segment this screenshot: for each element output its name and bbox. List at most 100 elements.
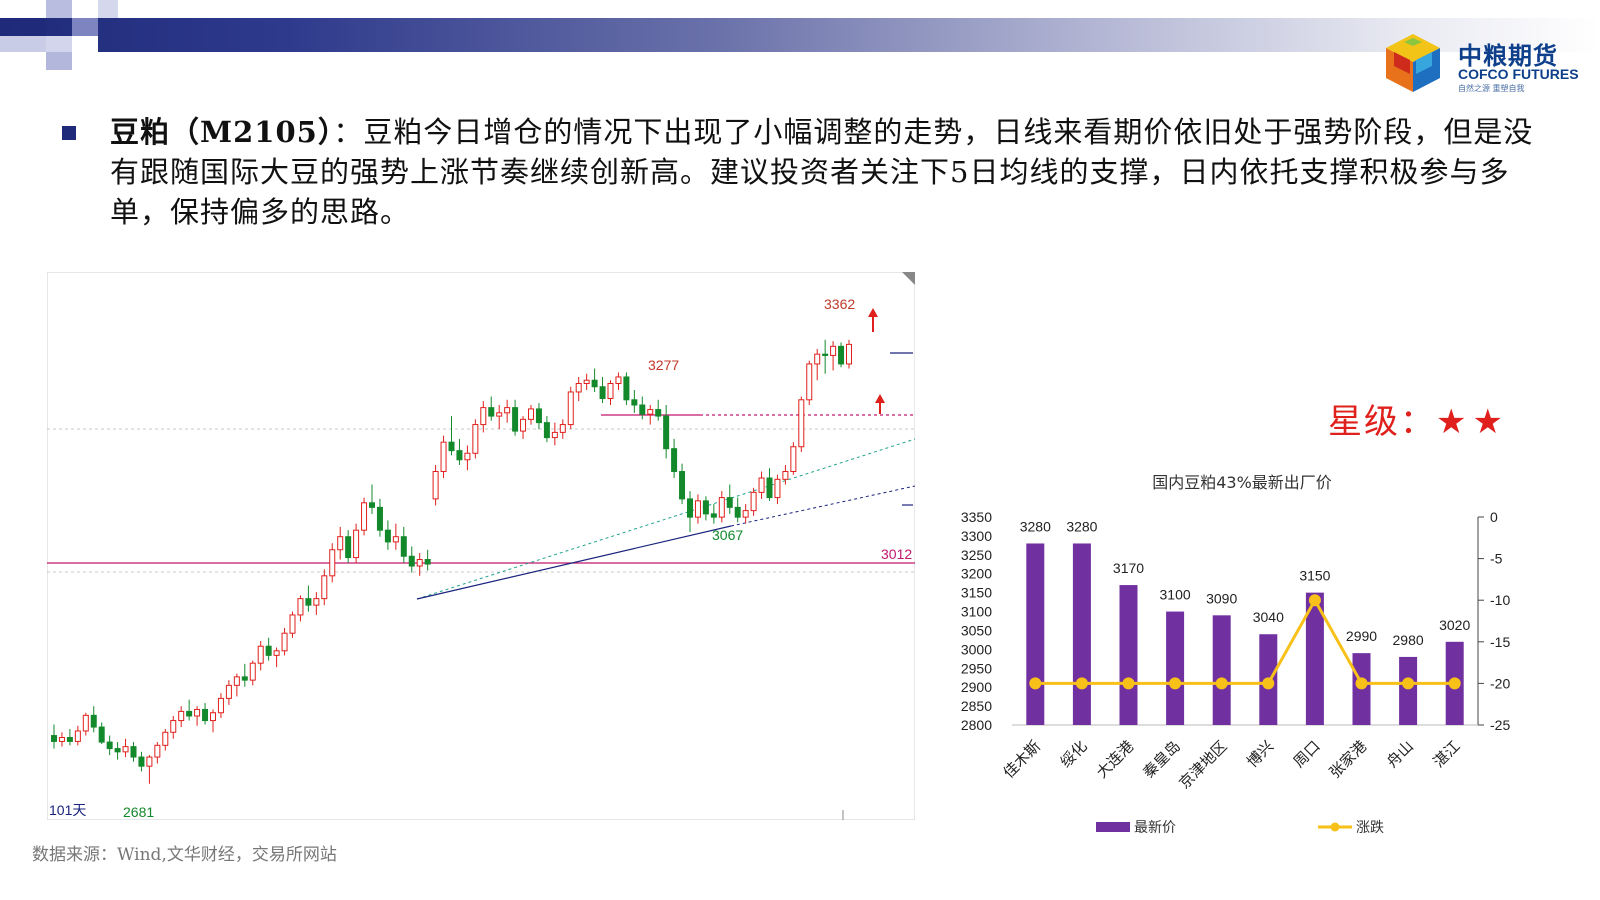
up-arrow-icon bbox=[868, 308, 878, 332]
category-label: 周口 bbox=[1290, 737, 1324, 771]
candle-down bbox=[130, 746, 137, 758]
candle-up bbox=[146, 756, 153, 767]
trendline-blue-extension bbox=[730, 485, 915, 527]
candle-down bbox=[66, 737, 73, 742]
candle-down bbox=[631, 399, 638, 406]
price-bar bbox=[1026, 543, 1045, 725]
candle-down bbox=[305, 598, 312, 606]
bullet-square-icon bbox=[62, 126, 76, 140]
candle-down bbox=[114, 748, 121, 753]
left-axis-tick: 3300 bbox=[961, 528, 992, 544]
candle-down bbox=[679, 471, 686, 500]
candle-up bbox=[742, 510, 749, 518]
legend-bar-swatch bbox=[1096, 822, 1130, 832]
decor-square bbox=[72, 36, 98, 52]
candle-up bbox=[313, 598, 320, 606]
data-source-note: 数据来源：Wind,文华财经，交易所网站 bbox=[32, 845, 337, 865]
candle-up bbox=[718, 497, 725, 518]
candle-up bbox=[846, 343, 852, 365]
candle-down bbox=[687, 498, 693, 518]
candle-down bbox=[400, 536, 407, 557]
candle-up bbox=[758, 477, 765, 493]
left-axis-tick: 3000 bbox=[961, 641, 992, 657]
category-label: 绥化 bbox=[1057, 737, 1091, 771]
candle-up bbox=[806, 363, 813, 401]
candle-up bbox=[464, 452, 471, 461]
candle-up bbox=[178, 710, 185, 722]
candle-up bbox=[225, 684, 232, 699]
candle-down bbox=[599, 386, 606, 399]
candle-up bbox=[217, 697, 224, 714]
low-label-2681: 2681 bbox=[123, 804, 154, 820]
change-point bbox=[1122, 677, 1135, 690]
candle-down bbox=[408, 555, 415, 567]
candle-up bbox=[233, 676, 240, 686]
price-bar bbox=[1166, 611, 1185, 725]
star-rating: 星级：★★ bbox=[1328, 394, 1509, 443]
price-bar bbox=[1119, 585, 1138, 725]
candle-up bbox=[74, 730, 81, 742]
bar-value-label: 3170 bbox=[1113, 560, 1144, 576]
candle-up bbox=[607, 382, 614, 399]
candle-down bbox=[838, 345, 845, 365]
price-bar bbox=[1212, 615, 1231, 725]
left-axis-tick: 3050 bbox=[961, 622, 992, 638]
bar-chart-legend: 最新价 涨跌 bbox=[1096, 820, 1384, 836]
candle-up bbox=[583, 379, 590, 384]
candle-up bbox=[154, 744, 161, 758]
cube-logo-icon bbox=[1386, 34, 1440, 92]
candle-down bbox=[241, 676, 248, 681]
candle-up bbox=[194, 708, 201, 717]
candle-up bbox=[249, 662, 256, 681]
candle-up bbox=[830, 345, 837, 356]
legend-line-marker bbox=[1330, 822, 1340, 832]
candle-down bbox=[543, 422, 550, 439]
bar-value-label: 3150 bbox=[1299, 568, 1330, 584]
right-axis-tick: -15 bbox=[1490, 634, 1510, 650]
candle-up bbox=[122, 746, 129, 753]
candle-up bbox=[528, 408, 534, 420]
candle-down bbox=[671, 448, 678, 473]
candle-up bbox=[210, 712, 216, 722]
header-gradient-band bbox=[0, 18, 1600, 52]
candle-up bbox=[814, 353, 821, 365]
candle-down bbox=[639, 404, 646, 415]
change-point bbox=[1355, 677, 1368, 690]
low-label-3067: 3067 bbox=[712, 527, 743, 543]
bar-chart-title: 国内豆粕43%最新出厂价 bbox=[1152, 473, 1332, 492]
left-axis-tick: 3250 bbox=[961, 547, 992, 563]
bar-value-label: 3280 bbox=[1020, 518, 1051, 534]
corner-marker-icon bbox=[902, 272, 915, 285]
bar-value-label: 2990 bbox=[1346, 628, 1377, 644]
change-line bbox=[1035, 597, 1455, 685]
price-bar-chart: 国内豆粕43%最新出厂价 3280 3280 3170 3100 3090 3040 315… bbox=[961, 473, 1511, 836]
category-label: 舟山 bbox=[1383, 737, 1417, 771]
right-axis-tick: 0 bbox=[1490, 509, 1498, 525]
candle-up bbox=[321, 575, 328, 600]
level-label-3012: 3012 bbox=[881, 546, 912, 562]
left-axis-tick: 2850 bbox=[961, 698, 992, 714]
candle-down bbox=[265, 645, 272, 656]
commentary-title: 豆粕（M2105） bbox=[110, 115, 334, 149]
candle-up bbox=[694, 500, 701, 518]
candle-up bbox=[392, 536, 399, 543]
category-label: 张家港 bbox=[1326, 737, 1371, 782]
decor-square bbox=[46, 36, 72, 52]
candle-up bbox=[472, 424, 479, 454]
kchart-frame bbox=[47, 272, 915, 820]
category-label: 京津地区 bbox=[1175, 737, 1230, 792]
price-bar bbox=[1072, 543, 1091, 725]
candle-up bbox=[353, 529, 360, 559]
candle-up bbox=[647, 409, 654, 415]
candle-up bbox=[329, 549, 336, 577]
decor-square bbox=[46, 52, 72, 70]
high-label-3362: 3362 bbox=[824, 296, 855, 312]
rating-label: 星级： bbox=[1328, 402, 1436, 442]
candle-up bbox=[480, 407, 487, 426]
left-axis-tick: 3100 bbox=[961, 604, 992, 620]
candle-down bbox=[376, 506, 383, 531]
bar-value-label: 3090 bbox=[1206, 590, 1237, 606]
candle-up bbox=[58, 737, 65, 742]
candle-up bbox=[432, 471, 439, 500]
candle-down bbox=[202, 708, 209, 722]
